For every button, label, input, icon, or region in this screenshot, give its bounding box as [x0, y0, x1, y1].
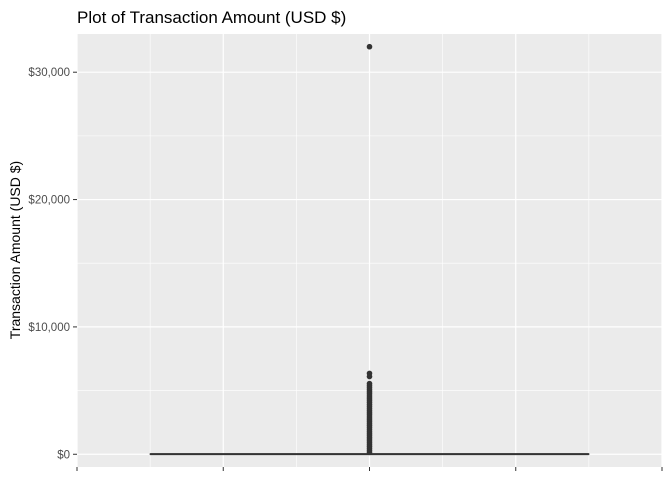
y-tick-label: $10,000	[28, 322, 70, 334]
chart-title: Plot of Transaction Amount (USD $)	[77, 8, 346, 27]
y-tick-label: $30,000	[28, 67, 70, 79]
y-tick-label: $20,000	[28, 195, 70, 207]
outlier-point	[366, 43, 373, 50]
y-axis-label: Transaction Amount (USD $)	[7, 161, 23, 339]
data-marks	[149, 43, 590, 456]
outlier-point	[366, 373, 373, 380]
y-axis: $0 $10,000 $20,000 $30,000	[28, 67, 663, 471]
y-tick-label: $0	[57, 449, 70, 461]
outlier-point	[366, 449, 373, 456]
